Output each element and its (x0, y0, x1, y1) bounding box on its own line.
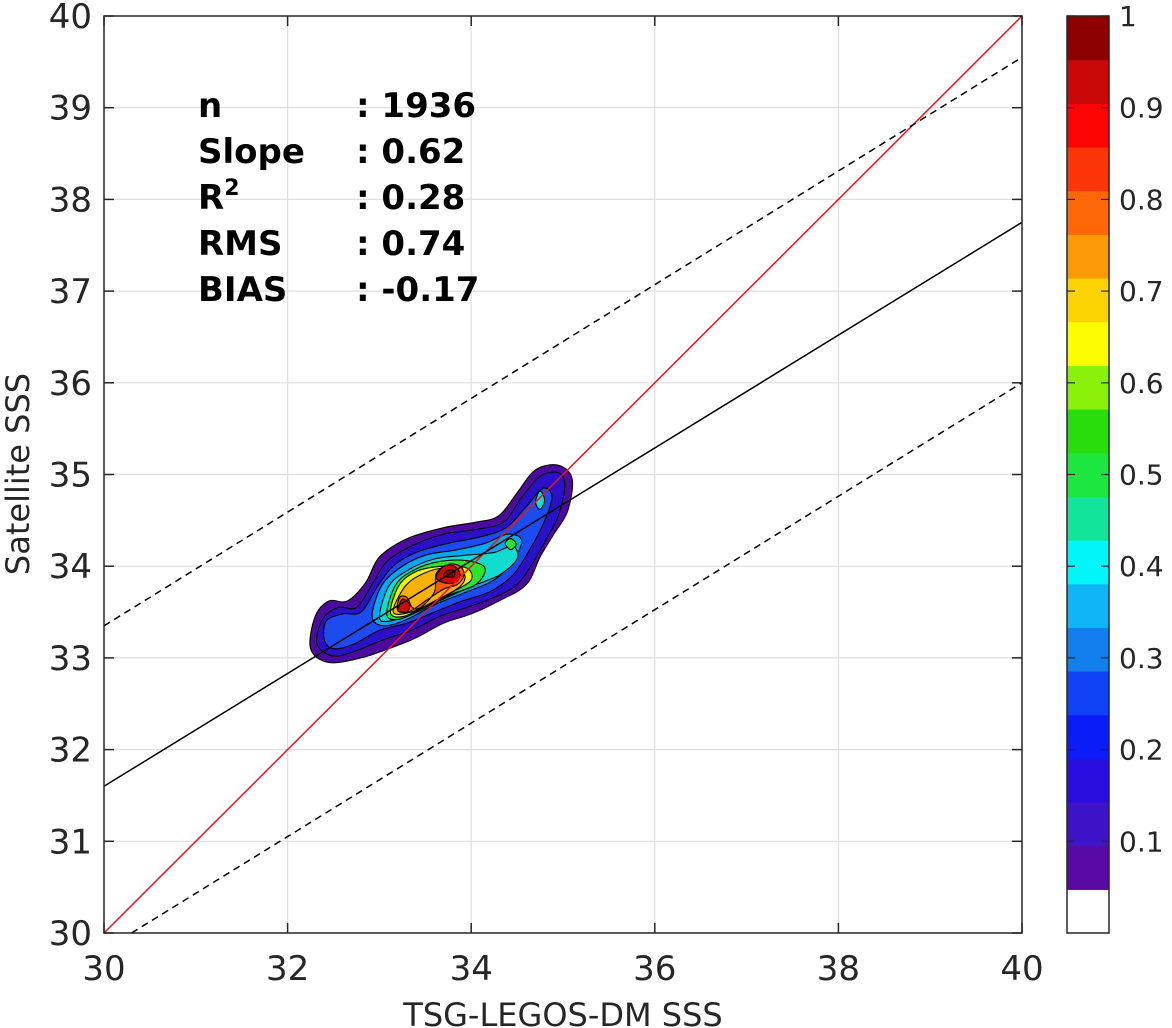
x-tick-label: 40 (1000, 949, 1043, 989)
colorbar-tick-label: 0.3 (1119, 642, 1164, 675)
reference-lines (104, 16, 1022, 933)
y-tick-label: 32 (49, 731, 92, 771)
colorbar-band (1067, 59, 1109, 104)
colorbar-tick-label: 0.5 (1119, 459, 1164, 492)
stat-value: : 0.28 (356, 178, 465, 218)
stat-label: RMS (198, 224, 283, 264)
colorbar-band (1067, 409, 1109, 454)
colorbar-band (1067, 627, 1109, 672)
x-tick-label: 32 (266, 949, 309, 989)
axis-ticks: 30 32 34 36 38 40 30 31 32 33 34 35 36 37 38 39 40 (49, 0, 1044, 989)
y-tick-label: 38 (49, 180, 92, 220)
colorbar-tick-label: 0.2 (1119, 734, 1164, 767)
colorbar-band (1067, 496, 1109, 541)
colorbar-band (1067, 889, 1109, 934)
stat-value: : -0.17 (356, 270, 479, 310)
stat-value: : 0.62 (356, 132, 465, 172)
colorbar-band (1067, 758, 1109, 803)
y-tick-label: 31 (49, 822, 92, 862)
colorbar-band (1067, 147, 1109, 192)
colorbar-band (1067, 583, 1109, 628)
reference-line-0 (104, 16, 1022, 933)
x-tick-label: 36 (633, 949, 676, 989)
colorbar-band (1067, 190, 1109, 235)
density-contours (309, 464, 574, 664)
colorbar-tick-label: 0.1 (1119, 825, 1164, 858)
y-tick-label: 35 (49, 456, 92, 496)
colorbar: 0.1 0.2 0.3 0.4 0.5 0.6 0.7 0.8 0.9 1 (1066, 0, 1164, 934)
colorbar-band (1067, 103, 1109, 148)
colorbar-tick-label: 1 (1119, 0, 1137, 33)
colorbar-tick-label: 0.9 (1119, 92, 1164, 125)
colorbar-band (1067, 540, 1109, 585)
y-axis-label: Satellite SSS (0, 373, 37, 575)
colorbar-band (1067, 278, 1109, 323)
contour-level-12 (504, 538, 517, 551)
y-tick-label: 40 (49, 0, 92, 37)
colorbar-band (1067, 16, 1109, 61)
y-tick-label: 36 (49, 364, 92, 404)
stat-value: : 1936 (356, 86, 476, 126)
y-tick-label: 34 (49, 547, 92, 587)
colorbar-tick-label: 0.7 (1119, 275, 1164, 308)
reference-line-1 (104, 221, 1022, 787)
stat-label: Slope (198, 132, 305, 172)
colorbar-tick-label: 0.6 (1119, 367, 1164, 400)
stat-label: n (198, 86, 222, 126)
colorbar-band (1067, 802, 1109, 847)
y-tick-label: 30 (49, 914, 92, 954)
contour-level-9 (397, 598, 411, 614)
grid-lines (104, 16, 1022, 933)
x-tick-label: 34 (450, 949, 493, 989)
colorbar-tick-label: 0.8 (1119, 183, 1164, 216)
x-axis-label: TSG-LEGOS-DM SSS (402, 996, 722, 1028)
stats-box: n : 1936 Slope : 0.62 R2 : 0.28 RMS : 0.74 BIAS:… (198, 86, 479, 310)
x-tick-label: 30 (82, 949, 125, 989)
colorbar-band (1067, 714, 1109, 759)
reference-line-3 (131, 382, 1022, 933)
stat-label: R2 (198, 176, 240, 218)
stat-label: BIAS (198, 270, 287, 310)
colorbar-band (1067, 234, 1109, 279)
y-tick-label: 33 (49, 639, 92, 679)
y-tick-label: 37 (49, 272, 92, 312)
colorbar-band (1067, 321, 1109, 366)
colorbar-band (1067, 845, 1109, 890)
colorbar-band (1067, 365, 1109, 410)
x-tick-label: 38 (817, 949, 860, 989)
colorbar-band (1067, 671, 1109, 716)
y-tick-label: 39 (49, 89, 92, 129)
colorbar-tick-label: 0.4 (1119, 550, 1164, 583)
stat-value: : 0.74 (356, 224, 465, 264)
